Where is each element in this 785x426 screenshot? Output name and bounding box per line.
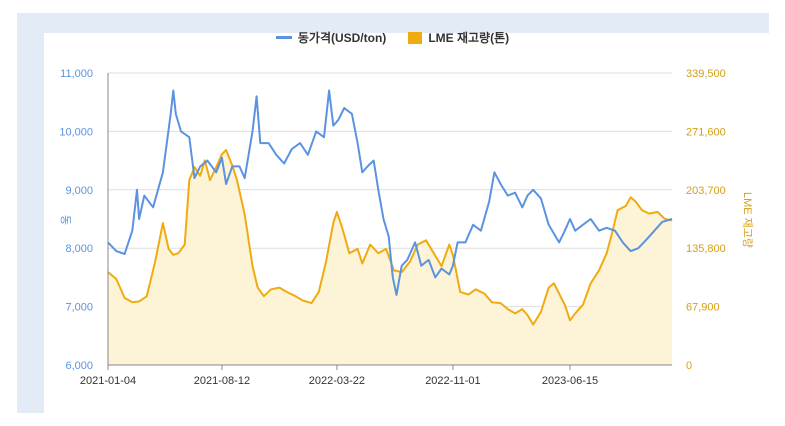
stock-area-fill: [108, 150, 672, 365]
left-tick-label: 11,000: [60, 68, 93, 80]
legend: 동가격(USD/ton) LME 재고량(톤): [0, 29, 785, 46]
left-axis-ticks: 11,000 10,000 9,000 8,000 7,000 6,000: [59, 68, 93, 372]
right-tick-label: 135,800: [686, 243, 726, 255]
legend-item-copper-price[interactable]: 동가격(USD/ton): [275, 29, 387, 46]
right-axis-label: LME 재고량: [741, 192, 754, 248]
legend-swatch-lme-stock: [408, 31, 423, 44]
left-tick-label: 8,000: [65, 243, 93, 255]
left-tick-label: 10,000: [59, 126, 93, 138]
right-tick-label: 67,900: [686, 302, 720, 314]
x-axis-ticks: 2021-01-04 2021-08-12 2022-03-22 2022-11-01…: [80, 365, 598, 387]
right-tick-label: 0: [686, 360, 692, 372]
left-axis-label: 동: [59, 215, 71, 225]
price-line: [107, 89, 673, 296]
price-line-layer: [107, 89, 673, 296]
axes: [107, 73, 672, 366]
right-tick-label: 203,700: [686, 185, 726, 197]
left-tick-label: 9,000: [65, 185, 93, 197]
x-tick-label: 2022-03-22: [309, 375, 365, 387]
x-tick-label: 2021-08-12: [194, 375, 250, 387]
left-tick-label: 7,000: [65, 302, 93, 314]
legend-item-lme-stock[interactable]: LME 재고량(톤): [408, 29, 509, 46]
right-tick-label: 339,500: [686, 68, 726, 80]
left-tick-label: 6,000: [65, 360, 93, 372]
right-tick-label: 271,600: [686, 126, 726, 138]
legend-swatch-copper-price: [275, 36, 292, 39]
right-axis-ticks: 339,500 271,600 203,700 135,800 67,900 0: [686, 68, 726, 372]
x-tick-label: 2021-01-04: [80, 375, 136, 387]
x-tick-label: 2022-11-01: [425, 375, 480, 387]
legend-label-lme-stock: LME 재고량(톤): [428, 31, 510, 45]
legend-label-copper-price: 동가격(USD/ton): [297, 31, 387, 45]
stock-area-layer: [107, 149, 673, 365]
x-tick-label: 2023-06-15: [542, 375, 598, 387]
stock-line: [107, 149, 673, 326]
